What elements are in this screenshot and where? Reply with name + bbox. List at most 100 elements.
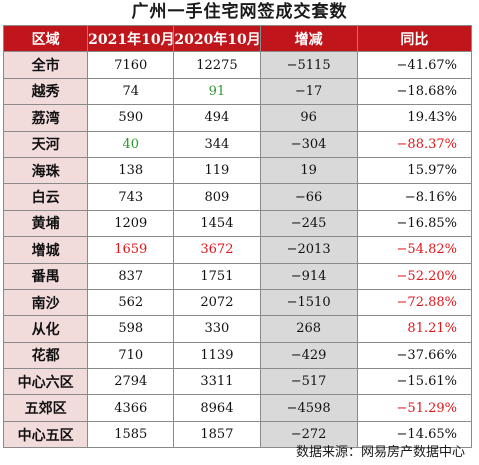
value-2020-cell: 3672 — [173, 236, 261, 264]
diff-cell: −914 — [259, 262, 358, 290]
region-cell: 全市 — [2, 51, 89, 79]
table-row: 黄埔 1209 1454 −245 −16.85% — [2, 209, 473, 238]
region-cell: 海珠 — [2, 156, 89, 185]
region-cell: 越秀 — [2, 77, 89, 106]
yoy-cell: −18.68% — [356, 77, 473, 106]
value-2020-cell: 8964 — [173, 394, 261, 422]
yoy-cell: −14.65% — [356, 420, 473, 449]
value-2021-cell: 590 — [87, 104, 175, 132]
value-2021-cell: 743 — [87, 183, 175, 211]
value-2020-cell: 12275 — [173, 51, 261, 79]
yoy-cell: −54.82% — [356, 236, 473, 264]
region-cell: 白云 — [2, 183, 89, 211]
diff-cell: −304 — [259, 130, 358, 158]
diff-cell: −17 — [259, 77, 358, 106]
table-row: 番禺 837 1751 −914 −52.20% — [2, 262, 473, 290]
value-2020-cell: 330 — [173, 315, 261, 343]
header-yoy: 同比 — [356, 24, 473, 53]
value-2021-cell: 710 — [87, 341, 175, 370]
table-row: 越秀 74 91 −17 −18.68% — [2, 77, 473, 106]
table-row: 从化 598 330 268 81.21% — [2, 315, 473, 343]
table-row: 南沙 562 2072 −1510 −72.88% — [2, 288, 473, 317]
diff-cell: 96 — [259, 104, 358, 132]
value-2020-cell: 1857 — [173, 420, 261, 449]
yoy-cell: −72.88% — [356, 288, 473, 317]
yoy-cell: −88.37% — [356, 130, 473, 158]
yoy-cell: −51.29% — [356, 394, 473, 422]
yoy-cell: −8.16% — [356, 183, 473, 211]
diff-cell: −429 — [259, 341, 358, 370]
value-2020-cell: 494 — [173, 104, 261, 132]
table-row: 天河 40 344 −304 −88.37% — [2, 130, 473, 158]
value-2020-cell: 91 — [173, 77, 261, 106]
region-cell: 增城 — [2, 236, 89, 264]
diff-cell: 19 — [259, 156, 358, 185]
table-body: 全市 7160 12275 −5115 −41.67% 越秀 74 91 −17 −18.68% 荔… — [2, 51, 473, 449]
diff-cell: −272 — [259, 420, 358, 449]
sales-table: 区域 2021年10月 2020年10月 增减 同比 全市 7160 12275 −5… — [2, 24, 473, 449]
diff-cell: −4598 — [259, 394, 358, 422]
region-cell: 番禺 — [2, 262, 89, 290]
diff-cell: −66 — [259, 183, 358, 211]
region-cell: 天河 — [2, 130, 89, 158]
table-row: 花都 710 1139 −429 −37.66% — [2, 341, 473, 370]
value-2021-cell: 837 — [87, 262, 175, 290]
value-2021-cell: 74 — [87, 77, 175, 106]
table-row: 五郊区 4366 8964 −4598 −51.29% — [2, 394, 473, 422]
region-cell: 中心六区 — [2, 368, 89, 396]
region-cell: 中心五区 — [2, 420, 89, 449]
region-cell: 黄埔 — [2, 209, 89, 238]
yoy-cell: 19.43% — [356, 104, 473, 132]
value-2020-cell: 1454 — [173, 209, 261, 238]
header-region: 区域 — [2, 24, 89, 53]
value-2020-cell: 119 — [173, 156, 261, 185]
region-cell: 从化 — [2, 315, 89, 343]
diff-cell: 268 — [259, 315, 358, 343]
diff-cell: −517 — [259, 368, 358, 396]
value-2021-cell: 138 — [87, 156, 175, 185]
yoy-cell: −41.67% — [356, 51, 473, 79]
value-2021-cell: 1659 — [87, 236, 175, 264]
region-cell: 荔湾 — [2, 104, 89, 132]
diff-cell: −1510 — [259, 288, 358, 317]
diff-cell: −245 — [259, 209, 358, 238]
table-row: 全市 7160 12275 −5115 −41.67% — [2, 51, 473, 79]
value-2020-cell: 3311 — [173, 368, 261, 396]
value-2021-cell: 1585 — [87, 420, 175, 449]
yoy-cell: −52.20% — [356, 262, 473, 290]
yoy-cell: −16.85% — [356, 209, 473, 238]
source-note: 数据来源：网易房产数据中心 — [295, 445, 465, 460]
value-2021-cell: 1209 — [87, 209, 175, 238]
value-2021-cell: 7160 — [87, 51, 175, 79]
table-row: 白云 743 809 −66 −8.16% — [2, 183, 473, 211]
value-2021-cell: 562 — [87, 288, 175, 317]
value-2021-cell: 4366 — [87, 394, 175, 422]
diff-cell: −5115 — [259, 51, 358, 79]
region-cell: 五郊区 — [2, 394, 89, 422]
header-2021: 2021年10月 — [87, 24, 175, 53]
value-2020-cell: 1139 — [173, 341, 261, 370]
region-cell: 南沙 — [2, 288, 89, 317]
header-row: 区域 2021年10月 2020年10月 增减 同比 — [2, 24, 473, 53]
yoy-cell: 81.21% — [356, 315, 473, 343]
value-2020-cell: 2072 — [173, 288, 261, 317]
table-row: 中心五区 1585 1857 −272 −14.65% — [2, 420, 473, 449]
value-2020-cell: 1751 — [173, 262, 261, 290]
value-2021-cell: 598 — [87, 315, 175, 343]
yoy-cell: −37.66% — [356, 341, 473, 370]
value-2020-cell: 809 — [173, 183, 261, 211]
diff-cell: −2013 — [259, 236, 358, 264]
yoy-cell: 15.97% — [356, 156, 473, 185]
value-2021-cell: 40 — [87, 130, 175, 158]
table-row: 增城 1659 3672 −2013 −54.82% — [2, 236, 473, 264]
region-cell: 花都 — [2, 341, 89, 370]
table-row: 荔湾 590 494 96 19.43% — [2, 104, 473, 132]
header-diff: 增减 — [259, 24, 358, 53]
table-row: 中心六区 2794 3311 −517 −15.61% — [2, 368, 473, 396]
value-2021-cell: 2794 — [87, 368, 175, 396]
header-2020: 2020年10月 — [173, 24, 261, 53]
table-title: 广州一手住宅网签成交套数 — [131, 2, 348, 22]
value-2020-cell: 344 — [173, 130, 261, 158]
yoy-cell: −15.61% — [356, 368, 473, 396]
table-row: 海珠 138 119 19 15.97% — [2, 156, 473, 185]
